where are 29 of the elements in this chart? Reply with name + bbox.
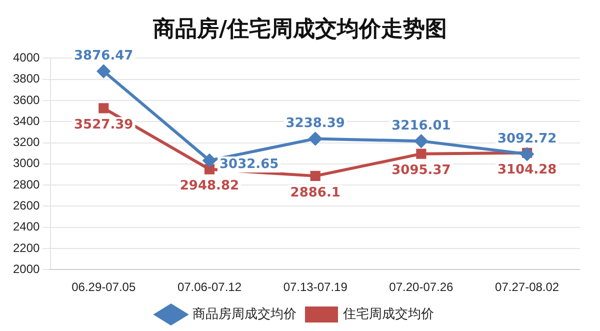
data-label: 3032.65 <box>219 156 279 172</box>
x-tick-label: 07.27-08.02 <box>495 280 560 294</box>
data-label: 3527.39 <box>74 118 134 133</box>
y-tick-label: 3600 <box>12 92 40 107</box>
legend-label: 住宅周成交均价 <box>342 306 434 322</box>
y-tick-label: 3800 <box>12 72 40 86</box>
data-label: 2886.1 <box>290 185 340 200</box>
y-tick-label: 2200 <box>12 240 40 255</box>
y-tick-label: 2400 <box>12 220 40 234</box>
data-label: 3876.47 <box>74 48 134 64</box>
y-tick-label: 3000 <box>12 156 40 170</box>
data-label: 3104.28 <box>497 162 557 178</box>
data-label: 3238.39 <box>286 116 345 132</box>
x-tick-label: 07.06-07.12 <box>177 280 242 294</box>
chart-title: 商品房/住宅周成交均价走势图 <box>152 16 448 44</box>
legend-label: 商品房周成交均价 <box>192 306 296 322</box>
y-tick-label: 2000 <box>12 262 40 276</box>
data-label: 3092.72 <box>497 131 557 146</box>
y-tick-label: 2800 <box>12 177 40 192</box>
x-tick-label: 07.20-07.26 <box>389 280 454 294</box>
y-tick-label: 3400 <box>12 114 40 128</box>
y-tick-label: 4000 <box>12 50 40 65</box>
data-label: 2948.82 <box>180 178 240 194</box>
x-tick-label: 07.13-07.19 <box>283 280 348 294</box>
y-tick-label: 3200 <box>12 135 40 150</box>
data-label: 3216.01 <box>392 118 451 134</box>
x-tick-label: 06.29-07.05 <box>72 280 136 294</box>
data-label: 3095.37 <box>392 163 451 178</box>
y-tick-label: 2600 <box>12 198 40 212</box>
